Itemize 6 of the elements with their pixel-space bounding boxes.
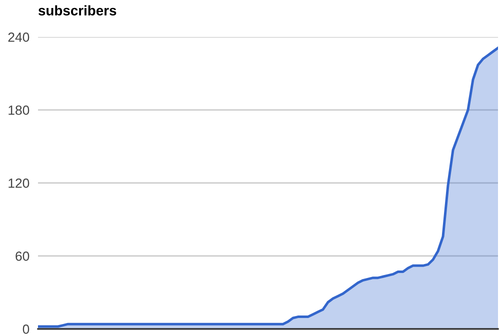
y-tick-label: 240 [8, 32, 30, 42]
chart-title: subscribers [38, 5, 116, 16]
y-tick-label: 60 [16, 252, 30, 261]
y-tick-label: 120 [8, 178, 30, 188]
y-tick-label: 180 [8, 106, 30, 115]
y-tick-label: 0 [22, 324, 30, 334]
